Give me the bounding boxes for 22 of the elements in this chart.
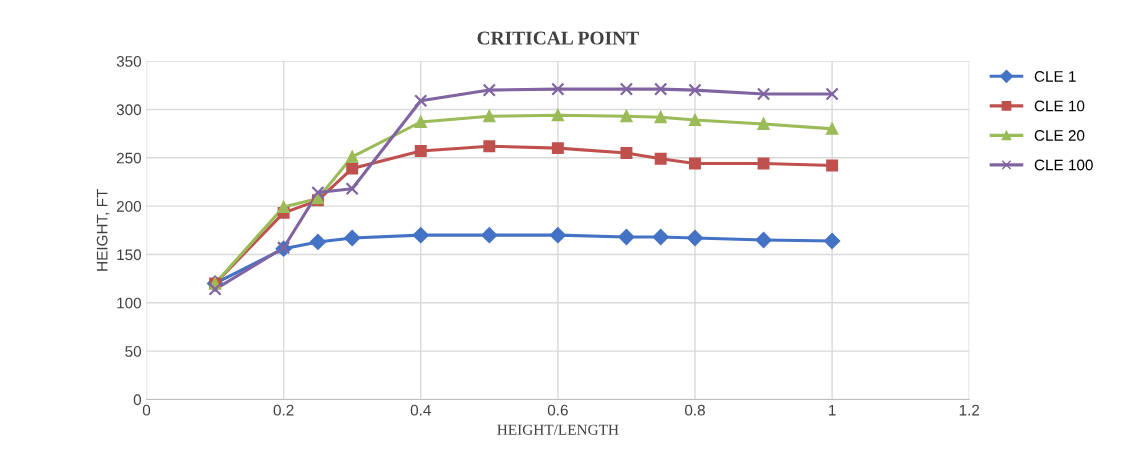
x-tick-label: 1.2	[959, 404, 980, 416]
y-tick-label: 200	[116, 201, 142, 212]
y-tick-label: 350	[116, 55, 142, 67]
y-tick-label: 300	[116, 104, 142, 116]
x-tick-label: 0.8	[684, 404, 705, 416]
legend-label: CLE 1	[1034, 71, 1076, 82]
y-tick-label: 150	[117, 249, 142, 261]
x-tick-label: 0.2	[273, 404, 294, 416]
y-tick-label: 250	[116, 152, 142, 164]
x-tick-label: 0.4	[410, 404, 431, 416]
chart-title: CRITICAL POINT	[477, 31, 639, 45]
y-tick-label: 50	[125, 346, 142, 357]
x-tick-label: 0.6	[547, 404, 568, 416]
y-tick-label: 100	[117, 297, 142, 309]
x-axis-title: HEIGHT/LENGTH	[497, 424, 619, 435]
x-tick-label: 0	[142, 404, 151, 416]
legend-label: CLE 10	[1034, 100, 1085, 112]
y-tick-label: 0	[133, 394, 142, 406]
legend-label: CLE 20	[1034, 130, 1085, 141]
y-axis-title: HEIGHT, FT	[96, 189, 110, 271]
legend-label: CLE 100	[1034, 159, 1093, 171]
x-tick-label: 1	[829, 404, 836, 416]
